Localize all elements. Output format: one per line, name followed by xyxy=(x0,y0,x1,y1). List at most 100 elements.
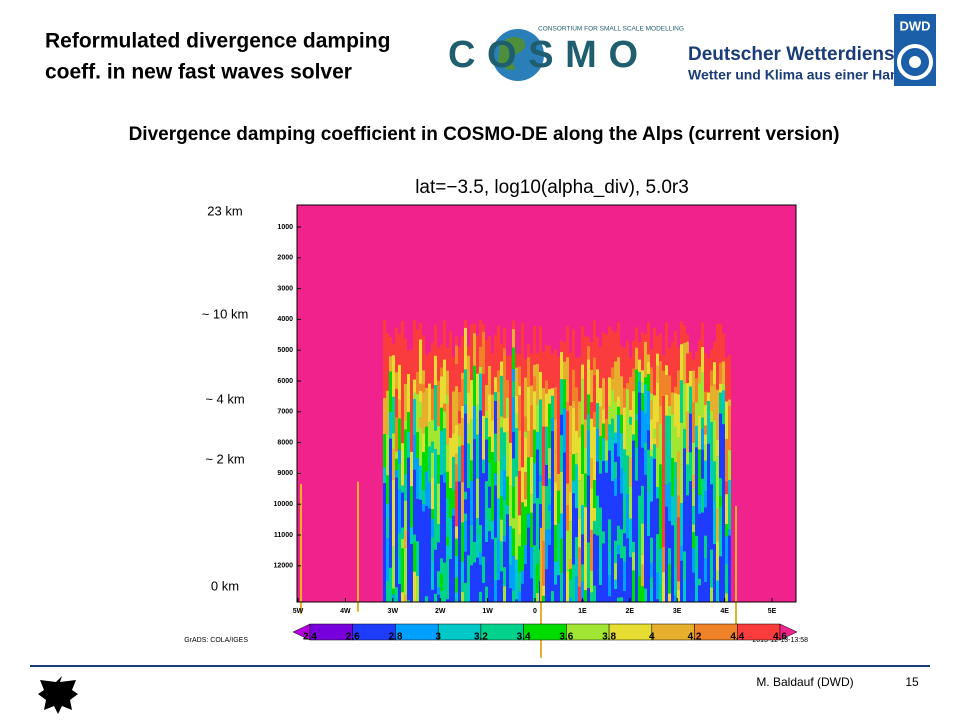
field-cell xyxy=(467,555,470,585)
field-cell xyxy=(455,599,458,602)
field-cell xyxy=(674,386,677,394)
field-cell xyxy=(575,430,578,454)
field-cell xyxy=(656,353,659,366)
field-cell xyxy=(479,437,482,457)
field-cell xyxy=(677,542,680,565)
field-cell xyxy=(419,544,422,579)
field-cell xyxy=(392,479,395,506)
field-cell xyxy=(572,369,575,401)
field-cell xyxy=(518,471,521,516)
field-cell xyxy=(536,593,539,602)
field-cell xyxy=(542,517,545,542)
field-cell xyxy=(410,349,413,394)
field-cell xyxy=(602,543,605,575)
field-cell xyxy=(566,402,569,412)
field-cell xyxy=(440,376,443,408)
field-cell xyxy=(680,380,683,414)
field-cell xyxy=(536,563,539,594)
field-cell xyxy=(548,504,551,511)
field-cell xyxy=(455,386,458,425)
field-cell xyxy=(635,524,638,555)
field-cell xyxy=(611,438,614,482)
field-cell xyxy=(575,387,578,431)
field-cell xyxy=(443,428,446,463)
field-cell xyxy=(719,446,722,479)
field-cell xyxy=(458,423,461,436)
field-cell xyxy=(482,518,485,531)
field-cell xyxy=(572,329,575,370)
field-cell xyxy=(533,590,536,602)
field-cell xyxy=(542,426,545,467)
field-cell xyxy=(551,388,554,396)
field-cell xyxy=(644,450,647,475)
field-cell xyxy=(542,388,545,427)
field-cell xyxy=(584,507,587,546)
field-cell xyxy=(686,334,689,342)
field-cell xyxy=(452,508,455,516)
field-cell xyxy=(545,529,548,570)
field-cell xyxy=(479,410,482,438)
field-cell xyxy=(683,580,686,602)
field-cell xyxy=(563,573,566,583)
x-tick-label: 5W xyxy=(293,608,304,615)
field-cell xyxy=(710,386,713,411)
field-cell xyxy=(524,377,527,417)
field-cell xyxy=(590,570,593,593)
field-cell xyxy=(602,378,605,410)
field-cell xyxy=(488,507,491,532)
field-cell xyxy=(464,404,467,414)
field-cell xyxy=(389,498,392,518)
field-cell xyxy=(434,384,437,431)
field-cell xyxy=(689,481,692,526)
field-cell xyxy=(497,600,500,602)
field-cell xyxy=(416,498,419,542)
field-cell xyxy=(539,399,542,445)
field-cell xyxy=(482,331,485,366)
field-cell xyxy=(413,534,416,543)
field-cell xyxy=(482,530,485,557)
field-cell xyxy=(665,322,668,366)
field-cell xyxy=(587,336,590,347)
field-cell xyxy=(545,486,548,530)
field-cell xyxy=(692,548,695,573)
field-cell xyxy=(644,384,647,414)
field-cell xyxy=(725,593,728,602)
field-cell xyxy=(614,361,617,402)
field-cell xyxy=(521,570,524,584)
field-cell xyxy=(671,567,674,602)
field-cell xyxy=(545,393,548,427)
field-cell xyxy=(545,426,548,465)
field-cell xyxy=(422,361,425,371)
field-cell xyxy=(518,591,521,602)
field-cell xyxy=(506,431,509,477)
field-cell xyxy=(710,484,713,498)
logo-tagline: CONSORTIUM FOR SMALL SCALE MODELLING xyxy=(538,26,684,33)
field-cell xyxy=(587,430,590,476)
field-cell xyxy=(668,347,671,376)
field-cell xyxy=(608,450,611,490)
field-cell xyxy=(578,547,581,587)
field-cell xyxy=(419,591,422,602)
field-cell xyxy=(710,461,713,485)
field-cell xyxy=(407,431,410,458)
field-cell xyxy=(524,499,527,507)
field-cell xyxy=(506,379,509,398)
field-cell xyxy=(536,528,539,537)
field-cell xyxy=(623,388,626,408)
field-cell xyxy=(611,573,614,602)
field-cell xyxy=(357,481,359,612)
field-cell xyxy=(512,329,515,348)
field-cell xyxy=(593,555,596,586)
field-cell xyxy=(584,473,587,508)
field-cell xyxy=(479,490,482,526)
field-cell xyxy=(533,463,536,504)
field-cell xyxy=(410,451,413,487)
field-cell xyxy=(398,463,401,490)
field-cell xyxy=(650,562,653,578)
field-cell xyxy=(392,449,395,480)
field-cell xyxy=(722,480,725,490)
field-cell xyxy=(692,402,695,443)
field-cell xyxy=(668,521,671,549)
field-cell xyxy=(431,420,434,442)
field-cell xyxy=(629,357,632,377)
